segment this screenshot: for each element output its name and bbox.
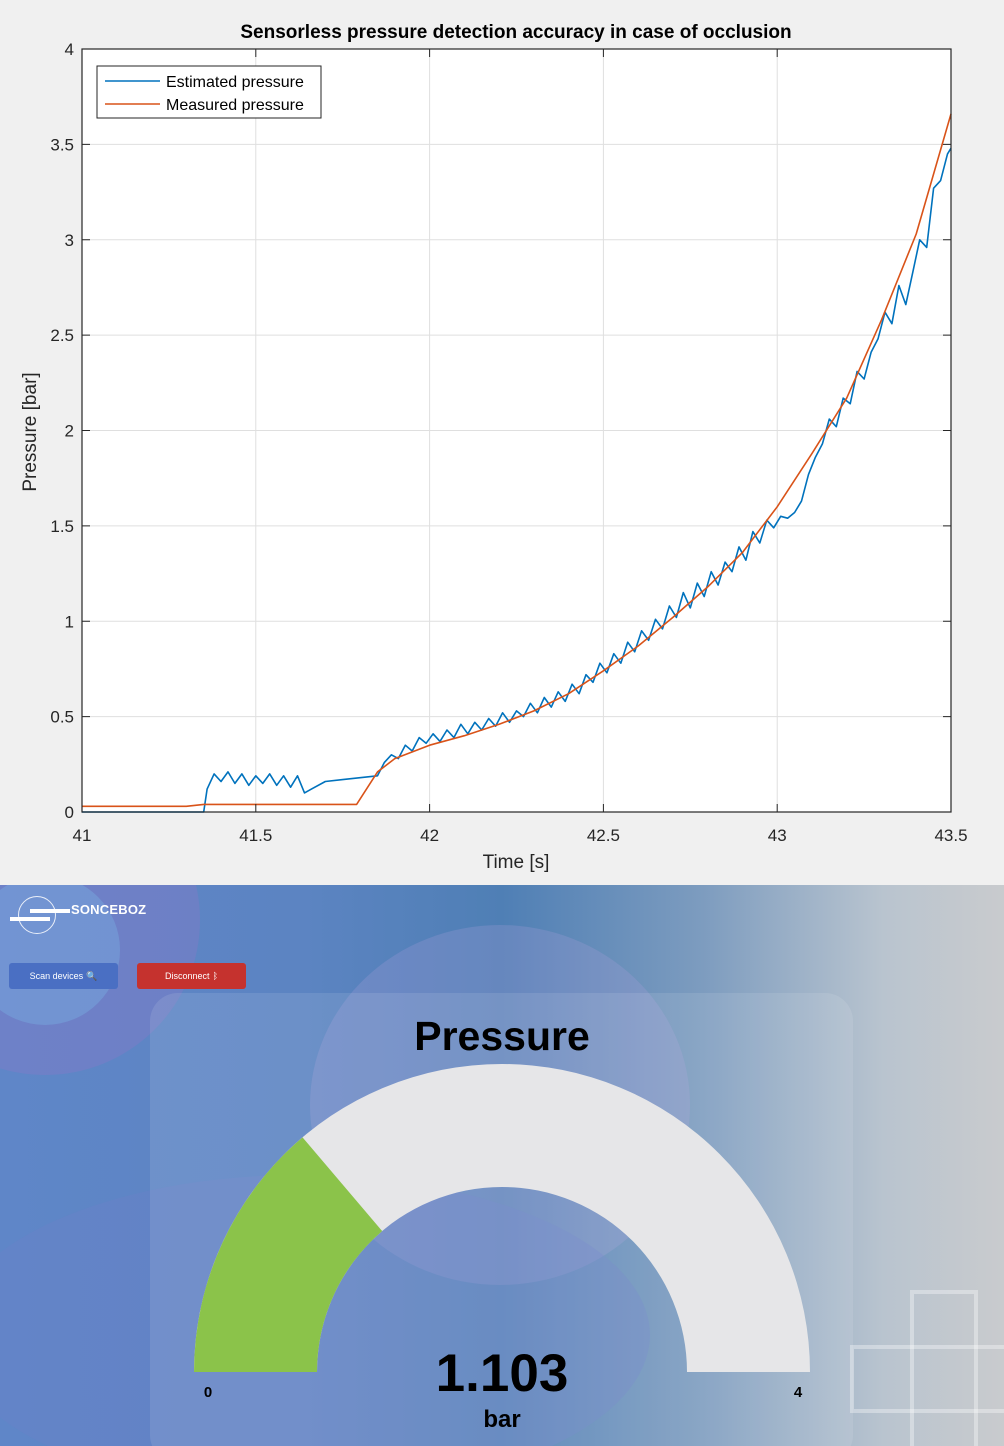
series-line-measured-pressure — [82, 113, 952, 808]
logo-ring-icon — [18, 896, 56, 934]
gauge-track — [194, 1064, 810, 1372]
scan-devices-label: Scan devices — [29, 971, 84, 981]
x-tick-label: 43 — [768, 826, 787, 845]
y-tick-label: 2.5 — [50, 326, 74, 345]
y-tick-label: 1 — [65, 612, 74, 631]
gauge-min-label: 0 — [203, 1384, 213, 1401]
legend-label-estimated: Estimated pressure — [166, 74, 304, 91]
series-layer — [82, 113, 952, 813]
x-tick-label: 41 — [73, 826, 92, 845]
x-tick-label: 41.5 — [239, 826, 272, 845]
gauge-unit: bar — [483, 1406, 521, 1433]
brand-name: SONCEBOZ — [71, 902, 147, 917]
y-tick-label: 3.5 — [50, 135, 74, 154]
y-tick-label: 1.5 — [50, 517, 74, 536]
y-tick-label: 3 — [65, 231, 74, 250]
y-tick-label: 2 — [65, 422, 74, 441]
x-axis-label: Time [s] — [483, 852, 550, 873]
legend-label-measured: Measured pressure — [166, 97, 304, 114]
logo-bar — [30, 909, 70, 913]
x-tick-label: 42 — [420, 826, 439, 845]
y-ticks: 0 0.5 1 1.5 2 2.5 3 3.5 4 — [50, 40, 951, 822]
brand-logo: SONCEBOZ — [10, 895, 150, 935]
y-tick-label: 4 — [65, 40, 74, 59]
y-axis-label: Pressure [bar] — [20, 372, 41, 491]
bluetooth-icon: ᛒ — [212, 970, 218, 981]
monitor-app: SONCEBOZ Scan devices 🔍 Disconnect ᛒ Pre… — [0, 885, 1004, 1446]
gauge-fill — [194, 1137, 383, 1372]
pressure-chart: 41 41.5 42 42.5 43 43.5 0 0.5 1 1.5 2 2.5 3 3.5 4 Sen… — [20, 22, 968, 873]
pressure-gauge — [194, 1064, 810, 1372]
x-tick-label: 42.5 — [587, 826, 620, 845]
gauge-title: Pressure — [414, 1013, 590, 1059]
y-tick-label: 0 — [65, 803, 74, 822]
scan-devices-button[interactable]: Scan devices 🔍 — [9, 963, 118, 989]
disconnect-label: Disconnect — [165, 971, 210, 981]
logo-bar — [10, 917, 50, 921]
x-ticks: 41 41.5 42 42.5 43 43.5 — [73, 49, 968, 845]
disconnect-button[interactable]: Disconnect ᛒ — [137, 963, 246, 989]
legend-box — [96, 65, 322, 119]
chart-title: Sensorless pressure detection accuracy i… — [240, 22, 791, 43]
series-line-estimated-pressure — [82, 147, 952, 813]
legend: Estimated pressure Measured pressure — [96, 65, 322, 119]
gauge-value: 1.103 — [435, 1344, 569, 1403]
y-tick-label: 0.5 — [50, 708, 74, 727]
x-tick-label: 43.5 — [934, 826, 967, 845]
chart-svg: 41 41.5 42 42.5 43 43.5 0 0.5 1 1.5 2 2.5 3 3.5 4 Sen… — [20, 22, 968, 873]
search-icon: 🔍 — [86, 970, 98, 981]
gauge-max-label: 4 — [793, 1384, 803, 1401]
